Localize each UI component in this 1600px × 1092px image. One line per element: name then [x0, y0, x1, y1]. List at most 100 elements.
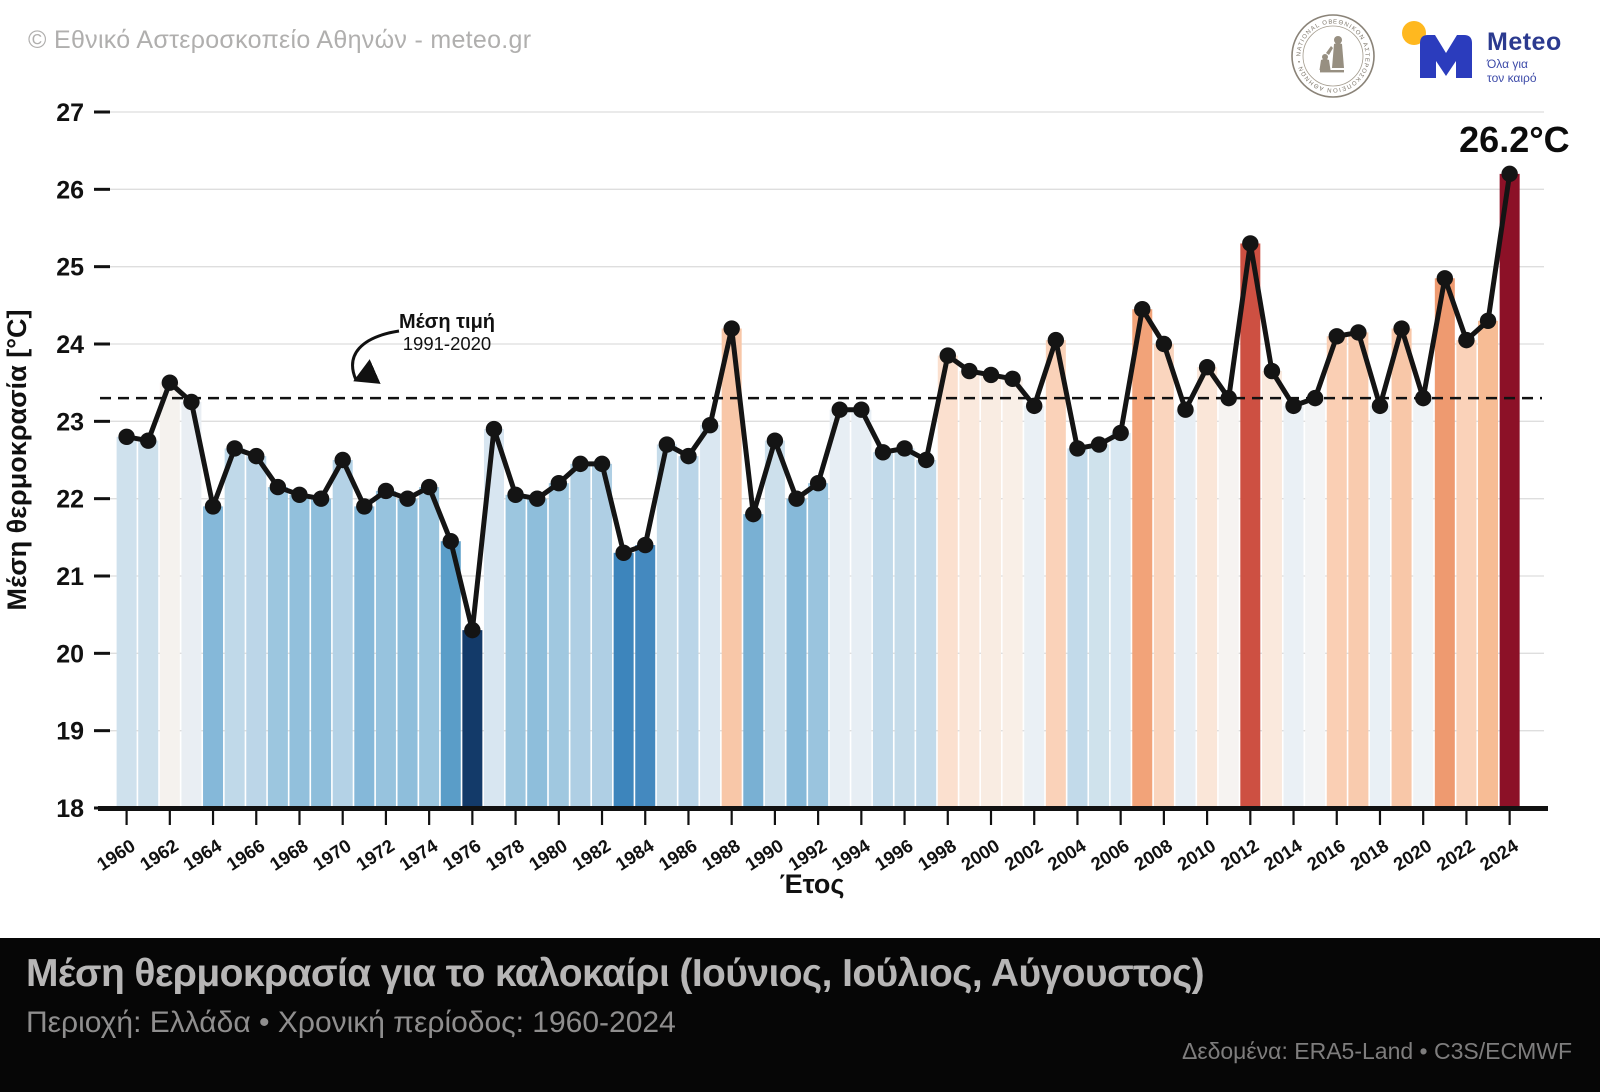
point-1992 — [809, 475, 827, 492]
point-1981 — [572, 455, 589, 473]
bar-1981 — [570, 463, 591, 808]
point-1987 — [701, 417, 719, 434]
bar-2011 — [1218, 398, 1239, 808]
bar-2008 — [1153, 344, 1174, 808]
point-1977 — [485, 420, 503, 438]
point-1980 — [550, 475, 567, 492]
bar-2016 — [1326, 336, 1347, 808]
point-1995 — [874, 444, 892, 461]
bar-1993 — [829, 409, 850, 808]
bar-1972 — [375, 490, 396, 808]
bar-2020 — [1413, 398, 1434, 808]
footer-bar: Μέση θερμοκρασία για το καλοκαίρι (Ιούνι… — [0, 938, 1600, 1092]
point-2020 — [1415, 389, 1432, 407]
mean-annotation-line2: 1991-2020 — [403, 333, 491, 354]
y-tick-label-21: 21 — [56, 563, 84, 591]
y-tick-label-22: 22 — [56, 486, 84, 514]
bar-1978 — [505, 494, 526, 808]
bar-1963 — [181, 402, 202, 808]
mean-annotation-line1: Μέση τιμή — [399, 311, 495, 333]
point-1974 — [420, 478, 438, 496]
bar-2000 — [981, 374, 1001, 808]
x-tick-label-1968: 1968 — [266, 835, 312, 875]
x-tick-label-2004: 2004 — [1044, 834, 1091, 874]
point-1984 — [637, 536, 654, 554]
point-2018 — [1371, 397, 1389, 415]
mean-annotation-arrow — [351, 329, 400, 384]
point-1993 — [831, 401, 848, 418]
point-2002 — [1026, 397, 1043, 415]
x-tick-label-2018: 2018 — [1346, 835, 1392, 875]
point-1999 — [961, 362, 978, 380]
point-1968 — [291, 486, 308, 503]
point-1961 — [140, 432, 157, 449]
bar-2024 — [1499, 173, 1520, 808]
x-axis-line — [98, 806, 1548, 811]
bar-2004 — [1067, 448, 1088, 808]
point-2015 — [1306, 389, 1324, 407]
bar-2014 — [1283, 405, 1304, 808]
bar-1962 — [159, 382, 180, 808]
point-1964 — [204, 498, 222, 515]
x-tick-label-2020: 2020 — [1389, 835, 1435, 875]
bar-1988 — [721, 328, 742, 808]
meteo-wordmark: Meteo — [1487, 28, 1562, 56]
point-1965 — [226, 440, 243, 457]
data-source: Δεδομένα: ERA5-Land • C3S/ECMWF — [1181, 1038, 1572, 1064]
point-2013 — [1263, 362, 1281, 380]
x-tick-label-1970: 1970 — [309, 835, 355, 875]
point-1982 — [593, 455, 611, 473]
bar-1983 — [613, 552, 634, 808]
bar-2018 — [1369, 405, 1390, 808]
bar-1995 — [872, 452, 893, 808]
point-1967 — [269, 478, 287, 496]
bar-1990 — [764, 440, 785, 808]
bar-2007 — [1132, 309, 1153, 808]
point-1997 — [917, 451, 935, 469]
x-tick-label-2012: 2012 — [1217, 835, 1263, 875]
x-tick-label-1960: 1960 — [93, 835, 139, 875]
bar-2001 — [1002, 378, 1023, 808]
x-tick-label-1984: 1984 — [611, 834, 658, 874]
point-1998 — [939, 347, 956, 364]
bar-1996 — [894, 448, 915, 808]
x-tick-label-1974: 1974 — [395, 834, 442, 874]
point-1986 — [680, 447, 697, 465]
x-tick-label-2010: 2010 — [1173, 835, 1219, 875]
bar-1971 — [354, 506, 375, 808]
meteo-tagline-line2: τον καιρό — [1487, 71, 1537, 85]
bar-2013 — [1261, 371, 1282, 808]
copyright-text: © Εθνικό Αστεροσκοπείο Αθηνών - meteo.gr — [28, 26, 532, 54]
point-1963 — [183, 393, 200, 411]
point-1960 — [118, 428, 135, 445]
x-tick-label-1996: 1996 — [871, 835, 917, 875]
bar-1967 — [267, 487, 288, 808]
bar-2022 — [1456, 340, 1477, 808]
point-2007 — [1134, 301, 1151, 318]
x-tick-label-2014: 2014 — [1260, 834, 1307, 874]
bar-2021 — [1434, 278, 1455, 808]
point-2009 — [1177, 401, 1194, 418]
bar-1991 — [786, 498, 807, 808]
x-tick-label-1980: 1980 — [525, 835, 571, 875]
bar-2023 — [1478, 320, 1499, 808]
x-tick-label-1986: 1986 — [655, 835, 701, 875]
point-2016 — [1328, 328, 1345, 345]
point-1989 — [745, 505, 762, 523]
bar-1998 — [937, 355, 958, 808]
y-tick-label-25: 25 — [56, 254, 84, 282]
point-2001 — [1004, 370, 1021, 387]
x-tick-label-1964: 1964 — [179, 834, 226, 874]
point-1994 — [853, 401, 870, 418]
point-1985 — [658, 436, 676, 453]
y-tick-label-24: 24 — [56, 331, 84, 359]
y-axis-title: Μέση θερμοκρασία [°C] — [2, 310, 32, 611]
point-1970 — [334, 451, 351, 469]
point-2004 — [1069, 440, 1086, 457]
point-1972 — [377, 482, 395, 500]
bar-1986 — [678, 456, 699, 808]
y-tick-label-23: 23 — [56, 408, 84, 436]
y-tick-label-27: 27 — [56, 99, 84, 127]
